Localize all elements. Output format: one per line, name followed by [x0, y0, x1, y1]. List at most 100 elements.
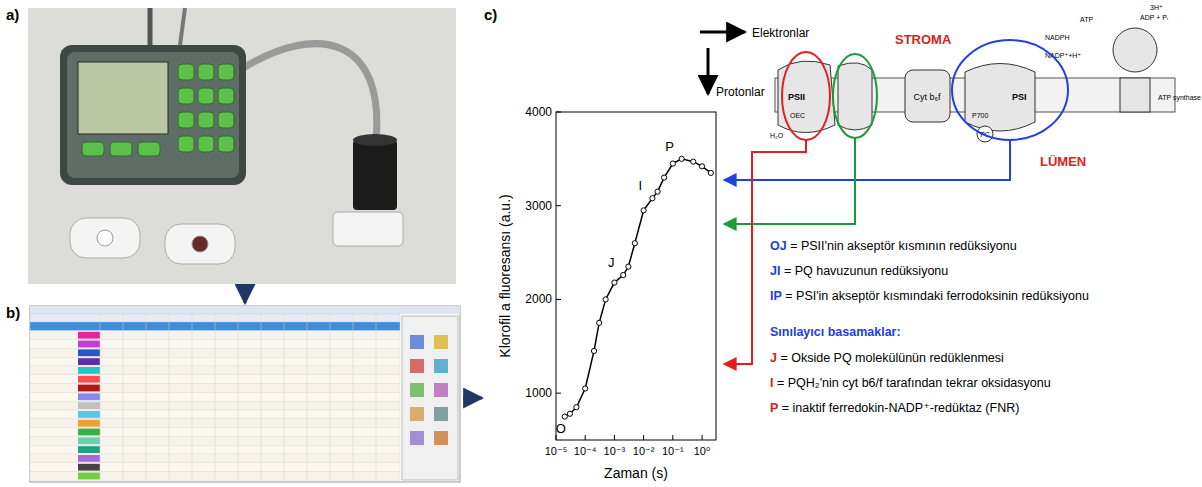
column-line: [123, 314, 124, 480]
pq-site: [838, 63, 872, 130]
toolbar-icon: [410, 407, 424, 421]
y-tick-label: 4000: [525, 105, 552, 119]
y-tick-label: 3000: [525, 199, 552, 213]
color-swatch: [78, 393, 100, 400]
phase-label: O: [556, 421, 566, 436]
color-swatch: [78, 402, 100, 409]
color-swatch: [78, 376, 100, 383]
arrow-ji: [724, 138, 855, 224]
keypad-button: [198, 88, 214, 104]
y-tick: [556, 112, 561, 113]
x-tick: [702, 435, 703, 440]
definition: OJ = PSII'nin akseptör kısmının redüksiy…: [770, 239, 1017, 253]
data-point: [708, 170, 713, 175]
column-line: [169, 314, 170, 480]
definition: JI = PQ havuzunun redüksiyonu: [770, 264, 948, 278]
label: OEC: [790, 112, 805, 119]
device-body: [60, 45, 246, 185]
x-tick-label: 10⁻¹: [662, 445, 684, 457]
definitions: OJ = PSII'nin akseptör kısmının redüksiy…: [770, 239, 1089, 415]
term: P: [770, 401, 778, 415]
x-tick-label: 10⁰: [694, 445, 711, 457]
data-point: [583, 386, 588, 391]
keypad-button: [198, 112, 214, 128]
leaf-clip: [165, 224, 235, 264]
y-tick: [556, 299, 561, 300]
toolbar-icon: [434, 359, 448, 373]
arrow: [707, 48, 710, 94]
term: OJ: [770, 239, 787, 253]
label: Elektronlar: [752, 26, 809, 40]
color-swatch: [78, 332, 100, 339]
atp-synthase-fo: [1120, 78, 1150, 112]
data-point: [621, 272, 626, 277]
color-swatch: [78, 455, 100, 462]
pc: [977, 126, 993, 142]
keypad-button: [178, 112, 194, 128]
label: Protonlar: [716, 85, 765, 99]
y-tick-label: 1000: [525, 386, 552, 400]
highlight-psi: [952, 40, 1068, 140]
sensor-head: [353, 140, 397, 210]
phase-label: P: [665, 139, 674, 154]
data-point: [699, 164, 704, 169]
chart: 100020003000400010⁻⁵10⁻⁴10⁻³10⁻²10⁻¹10⁰Z…: [497, 105, 716, 481]
atp-synthase-f1: [1113, 28, 1157, 72]
term: J: [770, 351, 777, 365]
x-tick: [585, 435, 586, 440]
definition-text: = PSII'nin akseptör kısmının redüksiyonu: [787, 239, 1017, 253]
label: PSII: [788, 92, 805, 102]
color-swatch: [78, 411, 100, 418]
psi: [965, 64, 1035, 132]
panel-letter: b): [6, 304, 20, 321]
panel-letter: a): [6, 6, 19, 23]
label: ATP synthase: [1158, 94, 1201, 102]
term: IP: [770, 289, 782, 303]
definition: I = PQH₂'nin cyt b6/f tarafından tekrar …: [770, 376, 1051, 390]
data-point: [632, 241, 637, 246]
keypad-button: [198, 64, 214, 80]
label: H₂O: [770, 132, 784, 139]
software-screenshot: [30, 306, 460, 482]
x-tick: [614, 435, 615, 440]
data-point: [691, 159, 696, 164]
column-line: [307, 314, 308, 480]
y-axis-title: Klorofil a fluoresansı (a.u.): [497, 194, 513, 357]
data-group: [562, 156, 713, 419]
toolbar-icon: [434, 335, 448, 349]
data-point: [612, 280, 617, 285]
column-line: [261, 314, 262, 480]
data-point: [603, 297, 608, 302]
toolbar-icon: [410, 335, 424, 349]
sensor-top: [353, 134, 397, 146]
arrow: [700, 31, 745, 34]
sidebar: [402, 316, 458, 480]
definition-text: = Okside PQ molekülünün redüklenmesi: [777, 351, 1004, 365]
data-point: [567, 411, 572, 416]
toolbar-icon: [410, 359, 424, 373]
keypad-button: [218, 112, 234, 128]
keypad-button: [138, 142, 160, 156]
label: 3H⁺: [1150, 4, 1163, 11]
color-swatch: [78, 473, 100, 480]
definition: IP = PSI'in akseptör kısmındaki ferrodok…: [770, 289, 1089, 303]
x-tick-label: 10⁻²: [633, 445, 655, 457]
leaf-clip: [70, 218, 140, 258]
data-point: [679, 156, 684, 161]
color-swatch: [78, 464, 100, 471]
keypad-button: [178, 136, 194, 152]
cable: [240, 44, 377, 140]
color-swatch: [78, 367, 100, 374]
label: ADP + Pᵢ: [1140, 14, 1168, 21]
keypad-button: [218, 88, 234, 104]
data-point: [591, 348, 596, 353]
arrow: [244, 287, 247, 303]
data-point: [574, 405, 579, 410]
photo-background: [28, 8, 456, 284]
cyt-b6f: [905, 70, 950, 122]
highlight-pq: [833, 54, 877, 138]
y-tick: [556, 205, 561, 206]
data-point: [670, 161, 675, 166]
data-point: [626, 264, 631, 269]
y-tick: [556, 393, 561, 394]
